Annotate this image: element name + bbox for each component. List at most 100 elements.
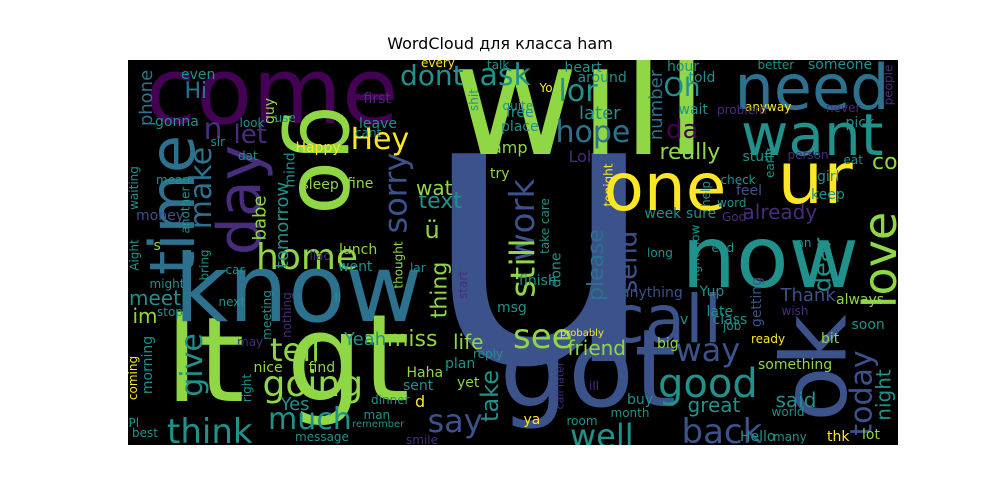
word-really: really — [659, 140, 721, 165]
word-hour: hour — [667, 60, 700, 75]
word-text: text — [418, 189, 462, 214]
word-msg: msg — [497, 300, 527, 316]
word-soon: soon — [851, 317, 885, 333]
word-tell: tell — [270, 331, 321, 369]
word-Yes: Yes — [280, 394, 310, 415]
word-nothing: nothing — [279, 292, 294, 338]
word-something: something — [758, 357, 833, 373]
word-miss: miss — [387, 327, 438, 352]
word-best: best — [132, 426, 158, 440]
word-message: message — [295, 430, 349, 444]
word-start: start — [455, 271, 470, 299]
word-im: im — [132, 304, 158, 328]
word-man: man — [363, 408, 391, 422]
word-eat: eat — [843, 153, 863, 167]
word-ur: ur — [777, 136, 853, 220]
word-God: God — [722, 210, 747, 224]
word-try: try — [490, 166, 510, 182]
word-leave: leave — [359, 116, 397, 132]
word-thing: thing — [426, 261, 452, 319]
word-word: word — [717, 196, 747, 210]
word-always: always — [836, 292, 885, 308]
word-anyway: anyway — [745, 100, 792, 114]
word-help: help — [698, 181, 713, 207]
word-friend: friend — [567, 336, 627, 360]
word-Yo: Yo — [539, 81, 553, 95]
word-plan: plan — [445, 356, 476, 372]
word-lunch: lunch — [339, 242, 378, 258]
word-reply: reply — [473, 347, 504, 361]
word-feel: feel — [736, 183, 763, 199]
word-wish: wish — [781, 304, 809, 318]
word-sure: sure — [686, 206, 717, 222]
word-life: life — [453, 330, 484, 354]
word-give: give — [174, 333, 210, 397]
word-already: already — [742, 200, 818, 224]
word-might: might — [149, 277, 185, 291]
word-now: now — [681, 208, 859, 308]
word-think: think — [167, 412, 253, 445]
word-mean: mean — [156, 173, 191, 187]
word-job: job — [723, 319, 742, 333]
word-person: person — [787, 148, 829, 162]
word-an: an — [796, 236, 812, 250]
word-ready: ready — [751, 332, 786, 346]
word-another: another — [177, 186, 192, 234]
word-one: one — [603, 149, 727, 226]
word-thk: thk — [827, 429, 850, 445]
word-ü: ü — [424, 216, 440, 244]
word-wait: wait — [678, 102, 708, 118]
word-every: every — [421, 60, 455, 70]
word-mind: mind — [282, 152, 299, 188]
word-Hi: Hi — [184, 79, 208, 104]
word-going: going — [262, 364, 364, 405]
word-good: good — [658, 361, 758, 407]
word-long: long — [647, 246, 673, 260]
word-bring: bring — [197, 249, 212, 281]
word-money: money — [136, 208, 184, 224]
word-dont: dont — [400, 60, 464, 92]
word-talk: talk — [487, 60, 510, 72]
word-check: check — [720, 173, 756, 187]
word-may: may — [237, 335, 264, 349]
word-probably: probably — [560, 328, 604, 339]
word-place: place — [501, 119, 539, 135]
word-thought: thought — [391, 241, 406, 289]
word-night: night — [871, 369, 896, 421]
word-n: n — [203, 112, 223, 147]
word-Haha: Haha — [406, 365, 444, 381]
word-wat: wat — [416, 176, 453, 200]
word-want: want — [741, 101, 884, 169]
figure-title: WordCloud для класса ham — [387, 34, 613, 53]
word-free: free — [506, 105, 534, 121]
word-smile: smile — [406, 433, 438, 445]
word-went: went — [338, 259, 373, 275]
word-month: month — [610, 406, 650, 420]
word-come: come — [145, 60, 399, 145]
word-dinner: dinner — [371, 393, 410, 407]
word-later: later — [579, 103, 621, 124]
word-first: first — [363, 91, 391, 107]
word-right-now: right now — [687, 224, 702, 282]
word-finish: finish — [519, 273, 557, 289]
word-Thank: Thank — [780, 285, 836, 306]
word-call-later: call later — [553, 361, 567, 409]
word-Happy: Happy — [295, 140, 341, 156]
word-people: people — [880, 64, 895, 106]
word-call: call — [608, 281, 722, 358]
word-stuff: stuff — [742, 149, 774, 165]
word-sleep: sleep — [301, 177, 339, 193]
word-v: v — [680, 312, 689, 328]
word-sent: sent — [403, 378, 434, 394]
word-hope: hope — [555, 115, 631, 150]
word-class: class — [712, 312, 748, 328]
word-sir: sir — [210, 135, 226, 149]
word-better: better — [757, 60, 795, 72]
word-dat: dat — [238, 149, 258, 163]
word-end: end — [711, 241, 735, 255]
word-know: know — [174, 235, 423, 344]
word-fine: fine — [347, 176, 374, 192]
word-Yeah: Yeah — [344, 329, 387, 350]
word-buy: buy — [627, 392, 654, 408]
word-Pl: Pl — [128, 416, 140, 430]
